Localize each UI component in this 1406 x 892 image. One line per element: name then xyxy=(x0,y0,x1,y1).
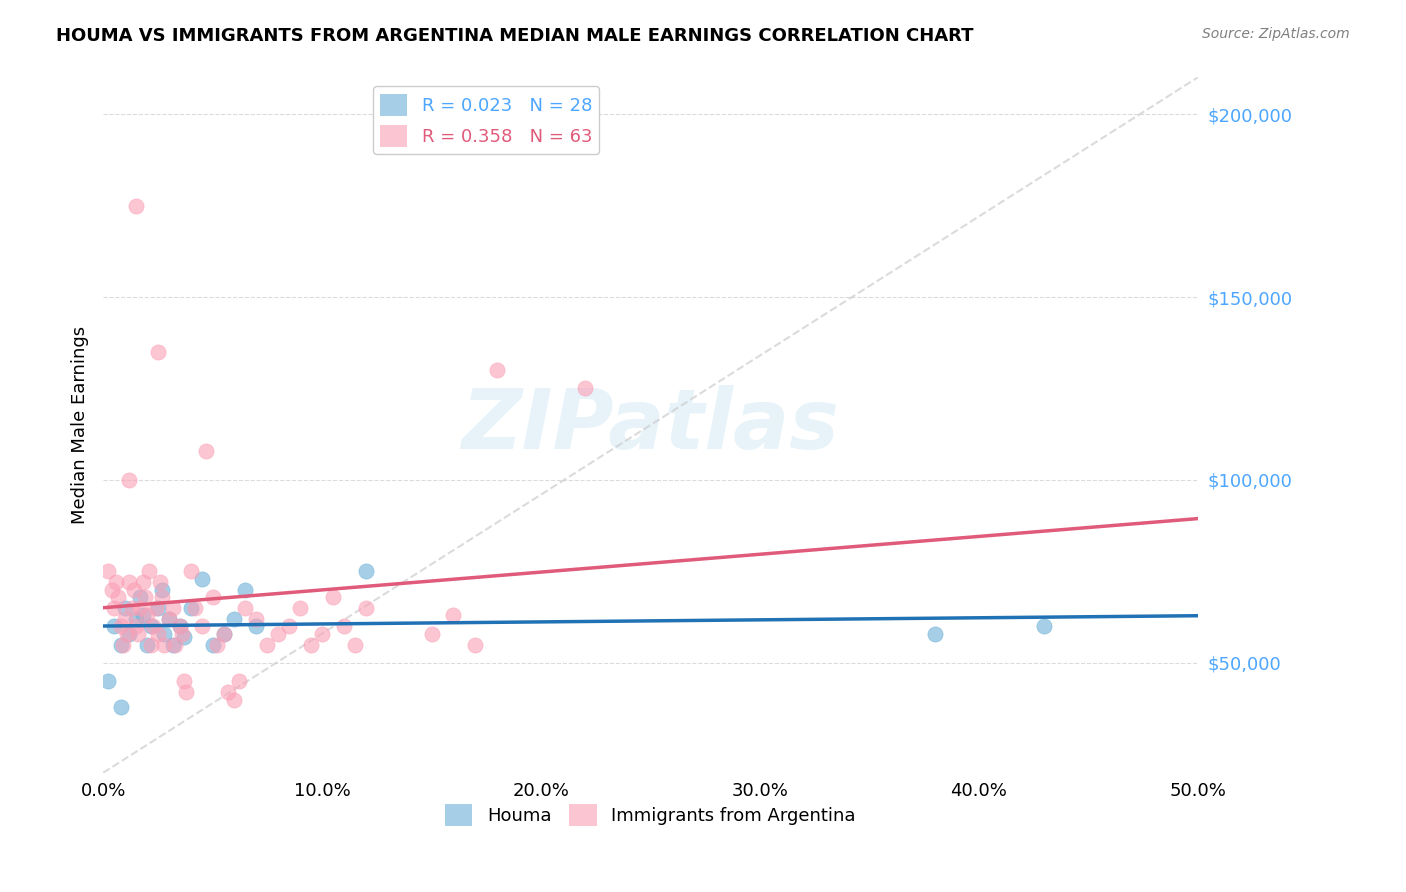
Point xyxy=(141,619,163,633)
Y-axis label: Median Male Earnings: Median Male Earnings xyxy=(72,326,89,524)
Point xyxy=(103,601,125,615)
Point xyxy=(135,608,157,623)
Point xyxy=(441,608,464,623)
Text: Source: ZipAtlas.com: Source: ZipAtlas.com xyxy=(1202,27,1350,41)
Point xyxy=(299,638,322,652)
Point xyxy=(170,626,193,640)
Point xyxy=(131,608,153,623)
Point xyxy=(129,590,152,604)
Point xyxy=(135,638,157,652)
Point xyxy=(157,612,180,626)
Point xyxy=(96,565,118,579)
Point xyxy=(195,443,218,458)
Point xyxy=(101,582,124,597)
Point xyxy=(420,626,443,640)
Point xyxy=(111,638,134,652)
Point xyxy=(150,582,173,597)
Point xyxy=(333,619,356,633)
Point xyxy=(267,626,290,640)
Point xyxy=(146,626,169,640)
Point xyxy=(131,575,153,590)
Point xyxy=(212,626,235,640)
Text: HOUMA VS IMMIGRANTS FROM ARGENTINA MEDIAN MALE EARNINGS CORRELATION CHART: HOUMA VS IMMIGRANTS FROM ARGENTINA MEDIA… xyxy=(56,27,974,45)
Point xyxy=(924,626,946,640)
Point xyxy=(343,638,366,652)
Point xyxy=(125,198,148,212)
Point xyxy=(169,619,191,633)
Point xyxy=(134,590,156,604)
Point xyxy=(114,601,136,615)
Point xyxy=(169,619,191,633)
Point xyxy=(118,473,141,487)
Point xyxy=(153,638,176,652)
Point xyxy=(574,382,596,396)
Point xyxy=(125,612,148,626)
Point xyxy=(173,674,195,689)
Point xyxy=(115,626,138,640)
Point xyxy=(486,363,509,377)
Point xyxy=(278,619,301,633)
Point xyxy=(224,612,246,626)
Point xyxy=(153,626,176,640)
Point xyxy=(103,619,125,633)
Point xyxy=(245,612,267,626)
Point xyxy=(176,685,198,699)
Legend: Houma, Immigrants from Argentina: Houma, Immigrants from Argentina xyxy=(439,797,863,833)
Point xyxy=(165,638,187,652)
Point xyxy=(224,692,246,706)
Point xyxy=(162,638,184,652)
Point xyxy=(145,601,167,615)
Point xyxy=(205,638,228,652)
Point xyxy=(118,626,141,640)
Point xyxy=(180,601,202,615)
Point xyxy=(146,601,169,615)
Point xyxy=(201,590,224,604)
Point xyxy=(125,619,148,633)
Point xyxy=(180,565,202,579)
Point xyxy=(150,590,173,604)
Point xyxy=(235,582,257,597)
Point xyxy=(138,565,160,579)
Point xyxy=(354,601,377,615)
Point xyxy=(96,674,118,689)
Point xyxy=(122,582,145,597)
Point xyxy=(149,575,172,590)
Point xyxy=(157,612,180,626)
Point xyxy=(105,575,128,590)
Point xyxy=(173,631,195,645)
Point xyxy=(118,575,141,590)
Point xyxy=(184,601,207,615)
Point xyxy=(110,638,132,652)
Point xyxy=(256,638,278,652)
Point xyxy=(212,626,235,640)
Point xyxy=(110,699,132,714)
Point xyxy=(288,601,311,615)
Point xyxy=(235,601,257,615)
Point xyxy=(190,619,212,633)
Point xyxy=(162,601,184,615)
Point xyxy=(146,345,169,359)
Point xyxy=(190,572,212,586)
Point xyxy=(127,626,149,640)
Text: ZIPatlas: ZIPatlas xyxy=(461,384,839,466)
Point xyxy=(129,601,152,615)
Point xyxy=(245,619,267,633)
Point xyxy=(228,674,250,689)
Point xyxy=(141,638,163,652)
Point xyxy=(1033,619,1056,633)
Point xyxy=(121,601,143,615)
Point xyxy=(217,685,239,699)
Point xyxy=(142,619,165,633)
Point xyxy=(311,626,333,640)
Point xyxy=(201,638,224,652)
Point xyxy=(110,619,132,633)
Point xyxy=(322,590,344,604)
Point xyxy=(464,638,486,652)
Point xyxy=(114,612,136,626)
Point xyxy=(354,565,377,579)
Point xyxy=(107,590,129,604)
